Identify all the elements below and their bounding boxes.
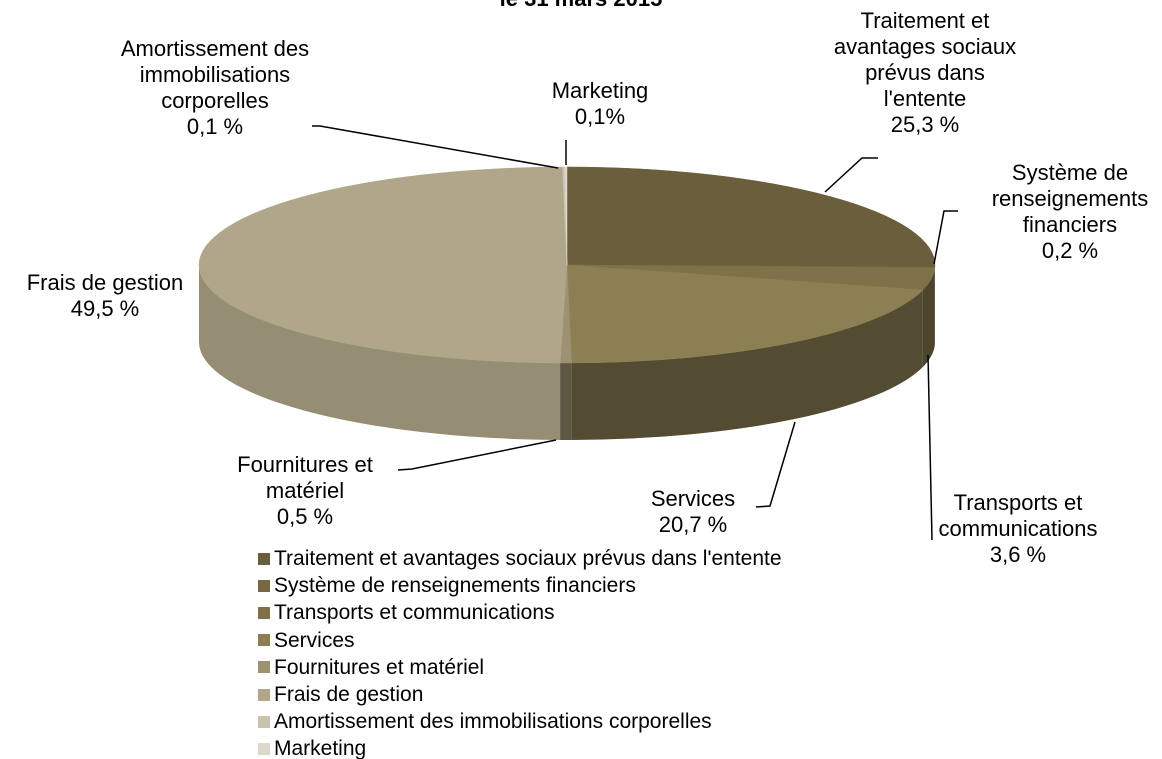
leader-line: [755, 421, 796, 508]
legend-item: Fournitures et matériel: [258, 654, 782, 681]
legend-swatch: [258, 579, 270, 592]
legend-swatch: [258, 661, 270, 674]
legend-label: Frais de gestion: [274, 683, 424, 707]
data-label: Amortissement des immobilisations corpor…: [115, 36, 315, 140]
data-label-name: Système de renseignements financiers: [991, 160, 1149, 237]
legend-label: Fournitures et matériel: [274, 655, 485, 679]
legend-item: Transports et communications: [258, 599, 782, 626]
leader-line: [933, 210, 958, 265]
legend-label: Transports et communications: [274, 601, 555, 625]
legend-label: Système de renseignements financiers: [274, 574, 636, 598]
pie-side: [571, 289, 923, 440]
pie-slice: [198, 166, 568, 364]
data-label-value: 0,1 %: [186, 114, 244, 139]
leader-line: [824, 157, 878, 193]
data-label-value: 0,1%: [574, 104, 626, 129]
legend-label: Traitement et avantages sociaux prévus d…: [274, 547, 782, 570]
pie-side: [922, 268, 935, 367]
data-label: Traitement et avantages sociaux prévus d…: [830, 8, 1020, 138]
legend-swatch: [258, 743, 270, 756]
data-label: Système de renseignements financiers 0,2 …: [980, 160, 1160, 264]
leader-line: [397, 439, 557, 471]
data-label-value: 3,6 %: [989, 542, 1047, 567]
data-label: Services 20,7 %: [628, 486, 758, 538]
leader-line: [312, 125, 559, 169]
data-label-name: Services: [650, 486, 736, 511]
pie-slice: [564, 166, 568, 266]
legend-label: Marketing: [274, 737, 367, 759]
data-label-value: 0,2 %: [1041, 238, 1099, 263]
leader-line: [927, 354, 933, 541]
legend-swatch: [258, 607, 270, 619]
data-label-name: Amortissement des immobilisations corpor…: [120, 36, 310, 113]
data-label: Marketing 0,1%: [530, 78, 670, 130]
pie-side: [560, 362, 572, 440]
legend-label: Services: [274, 628, 355, 652]
legend-swatch: [258, 715, 270, 728]
legend-item: Traitement et avantages sociaux prévus d…: [258, 545, 782, 572]
data-label-value: 49,5 %: [70, 296, 140, 321]
data-label-name: Traitement et avantages sociaux prévus d…: [833, 8, 1017, 111]
legend-swatch: [258, 552, 270, 565]
legend-item: Frais de gestion: [258, 681, 782, 708]
data-label-value: 20,7 %: [658, 512, 728, 537]
chart-title: le 31 mars 2015: [0, 0, 1162, 12]
data-label: Transports et communications 3,6 %: [918, 490, 1118, 568]
pie-slice: [566, 264, 924, 364]
legend-swatch: [258, 688, 270, 701]
data-label-name: Frais de gestion: [26, 270, 184, 295]
legend: Traitement et avantages sociaux prévus d…: [258, 545, 782, 759]
legend-item: Système de renseignements financiers: [258, 572, 782, 599]
legend-item: Services: [258, 627, 782, 654]
legend-swatch: [258, 634, 270, 647]
data-label: Fournitures et matériel 0,5 %: [205, 452, 405, 530]
data-label-name: Transports et communications: [938, 490, 1098, 541]
legend-label: Amortissement des immobilisations corpor…: [274, 710, 712, 734]
data-label-name: Marketing: [551, 78, 649, 103]
data-label: Frais de gestion 49,5 %: [0, 270, 215, 322]
legend-item: Amortissement des immobilisations corpor…: [258, 708, 782, 735]
data-label-value: 25,3 %: [890, 112, 960, 137]
data-label-value: 0,5 %: [276, 504, 334, 529]
pie-slice: [566, 166, 936, 268]
legend-item: Marketing: [258, 735, 782, 759]
pie-side: [199, 265, 561, 440]
data-label-name: Fournitures et matériel: [237, 452, 373, 503]
